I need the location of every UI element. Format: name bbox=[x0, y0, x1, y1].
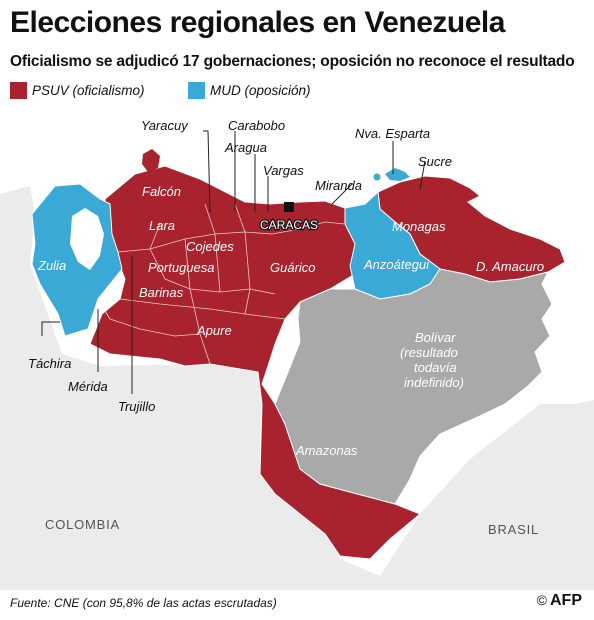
label-zulia: Zulia bbox=[37, 258, 66, 273]
label-portuguesa: Portuguesa bbox=[148, 260, 215, 275]
label-barinas: Barinas bbox=[139, 285, 184, 300]
afp-logo: AFP bbox=[550, 592, 582, 609]
label-trujillo: Trujillo bbox=[118, 399, 155, 414]
label-anzoategui: Anzoátegui bbox=[363, 257, 430, 272]
label-vargas: Vargas bbox=[263, 163, 304, 178]
legend-label-psuv: PSUV (oficialismo) bbox=[32, 82, 145, 98]
label-amazonas: Amazonas bbox=[295, 443, 358, 458]
neighbor-land bbox=[0, 186, 594, 590]
lake-maracaibo bbox=[70, 208, 104, 270]
label-guarico: Guárico bbox=[270, 260, 316, 275]
mud-nva-esparta bbox=[385, 168, 410, 181]
legend-item-psuv: PSUV (oficialismo) bbox=[10, 81, 145, 99]
label-bolivar-note-1: (resultado bbox=[400, 345, 458, 360]
page-title: Elecciones regionales en Venezuela bbox=[10, 6, 505, 39]
label-cojedes: Cojedes bbox=[186, 239, 234, 254]
legend-label-mud: MUD (oposición) bbox=[210, 82, 311, 98]
bolivar-region bbox=[274, 268, 553, 505]
source-note: Fuente: CNE (con 95,8% de las actas escr… bbox=[10, 596, 277, 610]
label-brasil: BRASIL bbox=[488, 522, 539, 537]
label-yaracuy: Yaracuy bbox=[141, 118, 189, 133]
label-bolivar: Bolívar bbox=[415, 330, 456, 345]
page-subtitle: Oficialismo se adjudicó 17 gobernaciones… bbox=[10, 53, 575, 70]
label-colombia: COLOMBIA bbox=[45, 517, 120, 532]
legend-item-mud: MUD (oposición) bbox=[188, 81, 311, 99]
leader-lines bbox=[41, 130, 426, 394]
label-carabobo: Carabobo bbox=[228, 118, 285, 133]
label-bolivar-note-3: indefinido) bbox=[404, 375, 464, 390]
label-apure: Apure bbox=[196, 323, 232, 338]
venezuela-map: Zulia Falcón Lara Cojedes Portuguesa Guá… bbox=[0, 118, 594, 590]
label-nva-esparta: Nva. Esparta bbox=[355, 126, 430, 141]
label-monagas: Monagas bbox=[392, 219, 446, 234]
afp-credit: © AFP bbox=[537, 592, 582, 610]
label-falcon: Falcón bbox=[142, 184, 181, 199]
label-tachira: Táchira bbox=[28, 356, 71, 371]
label-merida: Mérida bbox=[68, 379, 108, 394]
label-miranda: Miranda bbox=[315, 178, 362, 193]
label-bolivar-note-2: todavía bbox=[414, 360, 457, 375]
legend-swatch-psuv bbox=[10, 81, 27, 99]
legend-swatch-mud bbox=[188, 81, 205, 99]
copyright-symbol: © bbox=[536, 592, 547, 608]
label-caracas: CARACAS bbox=[260, 218, 318, 232]
label-aragua: Aragua bbox=[224, 140, 267, 155]
state-boundaries bbox=[97, 203, 346, 365]
mud-nva-esparta-islet bbox=[373, 173, 381, 181]
label-sucre: Sucre bbox=[418, 154, 452, 169]
label-lara: Lara bbox=[149, 218, 175, 233]
label-d-amacuro: D. Amacuro bbox=[476, 259, 544, 274]
caracas-marker bbox=[284, 202, 294, 212]
psuv-paraguana bbox=[142, 149, 160, 172]
